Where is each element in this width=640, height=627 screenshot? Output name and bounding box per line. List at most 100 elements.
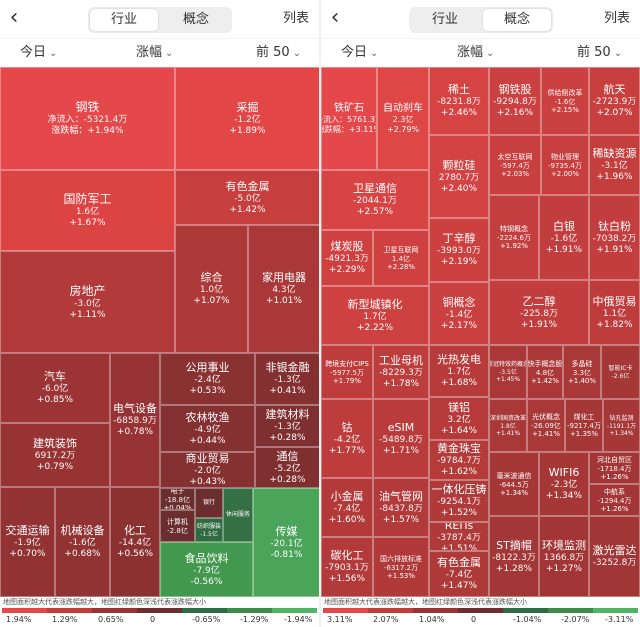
treemap-tile[interactable]: 光热发电 1.7亿 +1.68%: [429, 345, 489, 397]
treemap-tile[interactable]: 钻孔监测 -1191.1万 +1.34%: [603, 399, 640, 452]
top-n-dropdown[interactable]: 前 50 ⌄: [256, 43, 301, 63]
treemap-tile[interactable]: 工业母机 -8229.3万 +1.78%: [373, 345, 429, 399]
treemap-tile[interactable]: 一体化压铸 -9254.1万 +1.52%: [429, 480, 489, 522]
treemap-tile[interactable]: 综合 1.0亿 +1.07%: [175, 225, 248, 353]
treemap-tile[interactable]: 钢铁 净流入：-5321.4万 涨跌幅：+1.94%: [0, 67, 175, 170]
period-label: 今日: [341, 45, 368, 60]
treemap-tile[interactable]: 河北自贸区 -1718.4万 +1.26%: [589, 452, 640, 484]
treemap-tile[interactable]: 新型城镇化 1.7亿 +2.22%: [321, 286, 429, 345]
treemap-tile[interactable]: 智能IC卡 -2.6亿: [601, 345, 640, 399]
treemap-tile[interactable]: 丁辛醇 -3993.0万 +2.19%: [429, 218, 489, 282]
treemap-tile[interactable]: 黄金珠宝 -9784.7万 +1.62%: [429, 440, 489, 480]
tile-net-inflow: -4.9亿: [194, 424, 221, 435]
treemap-tile[interactable]: 传媒 -20.1亿 -0.81%: [253, 488, 319, 597]
treemap-tile[interactable]: WIFI6 -2.3亿 +1.34%: [539, 452, 589, 516]
tile-name: 银行: [202, 499, 215, 506]
treemap-tile[interactable]: 非银金融 -1.3亿 +0.41%: [255, 353, 319, 405]
legend-labels: 3.11% 2.07% 1.04% 0 -1.04% -2.07% -3.11%: [321, 614, 640, 626]
treemap-tile[interactable]: 环境监测 1366.8万 +1.27%: [539, 516, 589, 597]
chevron-left-icon[interactable]: ‹: [330, 5, 340, 30]
treemap-tile[interactable]: 碳化工 -7903.1万 +1.56%: [321, 537, 373, 597]
treemap-tile[interactable]: 乙二醇 -225.8万 +1.91%: [489, 280, 589, 345]
tab-industry[interactable]: 行业: [431, 12, 458, 27]
treemap-tile[interactable]: 房地产 -3.0亿 +1.11%: [0, 251, 175, 353]
treemap-tile[interactable]: 小金属 -7.4亿 +1.60%: [321, 478, 373, 537]
tab-concept[interactable]: 概念: [182, 12, 209, 27]
treemap-tile[interactable]: 交通运输 -1.9亿 +0.70%: [0, 487, 55, 597]
list-view-button[interactable]: 列表: [282, 11, 309, 26]
treemap-tile[interactable]: 快手概念股 4.8亿 +1.42%: [527, 345, 563, 399]
treemap-tile[interactable]: 物业管理 -9735.4万 +2.00%: [541, 135, 589, 195]
treemap-tile[interactable]: 食品饮料 -7.9亿 -0.56%: [160, 542, 253, 597]
treemap-tile[interactable]: 纺织服装 -1.5亿: [195, 518, 223, 542]
treemap-tile[interactable]: 中俄贸易 1.1亿 +1.82%: [589, 280, 640, 345]
list-view-button[interactable]: 列表: [603, 11, 630, 26]
treemap-tile[interactable]: 采掘 -1.2亿 +1.89%: [175, 67, 319, 170]
tile-net-inflow: -6858.9万: [113, 416, 157, 426]
treemap-tile[interactable]: 毫米波通信 -644.5万 +1.34%: [489, 452, 539, 516]
treemap-tile[interactable]: 建筑装饰 6917.2万 +0.79%: [0, 423, 110, 487]
tile-change-percent: +1.64%: [440, 425, 478, 436]
treemap-tile[interactable]: 煤炭股 -4921.3万 +2.29%: [321, 230, 373, 286]
top-n-dropdown[interactable]: 前 50 ⌄: [577, 43, 622, 63]
treemap-tile[interactable]: 商业贸易 -2.0亿 +0.43%: [160, 452, 255, 488]
tile-net-inflow: -3252.8万: [592, 558, 637, 568]
tile-change-percent: +1.52%: [440, 508, 478, 518]
chevron-left-icon[interactable]: ‹: [9, 5, 19, 30]
treemap-tile[interactable]: 中航系 -1294.4万 +1.26%: [589, 484, 640, 516]
treemap-tile[interactable]: 家用电器 4.3亿 +1.01%: [248, 225, 319, 353]
treemap-tile[interactable]: 休闲服务: [223, 488, 253, 542]
treemap-tile[interactable]: 颗粒硅 2780.7万 +2.40%: [429, 135, 489, 218]
treemap-tile[interactable]: 汽车 -6.0亿 +0.85%: [0, 353, 110, 423]
treemap-tile[interactable]: 有色金属 -5.0亿 +1.42%: [175, 170, 319, 225]
tab-industry[interactable]: 行业: [90, 9, 158, 31]
treemap-tile[interactable]: 太空互联网 -597.4万 +2.03%: [489, 135, 541, 195]
treemap-tile[interactable]: 通信 -5.2亿 +0.28%: [255, 447, 319, 488]
treemap-tile[interactable]: 油气管网 -8437.8万 +1.57%: [373, 478, 429, 537]
treemap-tile[interactable]: 镁铝 3.2亿 +1.64%: [429, 397, 489, 440]
treemap-tile[interactable]: 钢铁股 -9294.8万 +2.16%: [489, 67, 541, 135]
treemap-tile[interactable]: 供给侧改革 -1.6亿 +2.15%: [541, 67, 589, 135]
treemap-tile[interactable]: 卫星通信 -2044.1万 +2.57%: [321, 170, 429, 230]
treemap-tile[interactable]: 钛白粉 -7038.2万 +1.91%: [589, 195, 640, 280]
treemap-tile[interactable]: 稀土 -8231.8万 +2.46%: [429, 67, 489, 135]
treemap-tile[interactable]: 铁矿石净流入：5761.3万涨跌幅：+3.11%: [321, 67, 377, 170]
treemap-tile[interactable]: 国六排放标准 -6317.2万 +1.53%: [373, 537, 429, 597]
treemap-tile[interactable]: 白银 -1.6亿 +1.91%: [539, 195, 589, 280]
treemap-tile[interactable]: 深圳国资改革 1.8亿 +1.41%: [489, 399, 527, 452]
treemap-tile[interactable]: 公用事业 -2.4亿 +0.53%: [160, 353, 255, 405]
treemap-tile[interactable]: 铜概念 -1.4亿 +2.17%: [429, 282, 489, 345]
tile-net-inflow: -5977.5万: [329, 368, 365, 377]
treemap-tile[interactable]: 农林牧渔 -4.9亿 +0.44%: [160, 405, 255, 452]
treemap-tile[interactable]: 国防军工 1.6亿 +1.67%: [0, 170, 175, 251]
treemap-tile[interactable]: 卫星互联网 1.4亿 +2.28%: [373, 230, 429, 286]
treemap-tile[interactable]: 钴 -4.2亿 +1.77%: [321, 399, 373, 478]
treemap-tile[interactable]: 跨境支付CIPS -5977.5万 +1.79%: [321, 345, 373, 399]
treemap-tile[interactable]: 稀缺资源 -3.1亿 +1.96%: [589, 135, 640, 195]
treemap-tile[interactable]: REITs -3787.4万 +1.51%: [429, 522, 489, 551]
treemap-tile[interactable]: 电子 -18.8亿 +0.04%: [160, 488, 195, 510]
treemap-tile[interactable]: 计算机 -2.8亿: [160, 510, 195, 542]
treemap-tile[interactable]: eSIM -5489.8万 +1.71%: [373, 399, 429, 478]
period-dropdown[interactable]: 今日 ⌄: [341, 43, 378, 63]
treemap-tile[interactable]: 光伏概念 -26.09亿 +1.41%: [527, 399, 565, 452]
treemap-tile[interactable]: 激光雷达 -3252.8万: [589, 516, 640, 597]
treemap-tile[interactable]: 机械设备 -1.6亿 +0.68%: [55, 487, 110, 597]
treemap-tile[interactable]: ST摘帽 -8122.3万 +1.28%: [489, 516, 539, 597]
treemap-tile[interactable]: 特钢概念 -2224.6万 +1.92%: [489, 195, 539, 280]
period-dropdown[interactable]: 今日 ⌄: [20, 43, 57, 63]
tile-name: 传媒: [275, 524, 298, 538]
treemap-tile[interactable]: 多晶硅 3.3亿 +1.40%: [563, 345, 601, 399]
treemap-tile[interactable]: 自动刹车 2.3亿 +2.79%: [377, 67, 429, 170]
treemap-tile[interactable]: 航天 -2723.9万 +2.07%: [589, 67, 640, 135]
treemap-tile[interactable]: 煤化工 -9217.4万 +1.35%: [565, 399, 603, 452]
treemap-tile[interactable]: 新冠特效药概念 -3.5亿 +1.45%: [489, 345, 527, 399]
treemap-tile[interactable]: 化工 -14.4亿 +0.56%: [110, 487, 160, 597]
treemap-tile[interactable]: 建筑材料 -1.3亿 +0.28%: [255, 405, 319, 447]
metric-dropdown[interactable]: 涨幅 ⌄: [136, 43, 173, 63]
treemap-tile[interactable]: 有色金属 -7.4亿 +1.47%: [429, 551, 489, 597]
treemap-tile[interactable]: 银行: [195, 488, 223, 518]
treemap-tile[interactable]: 电气设备 -6858.9万 +0.78%: [110, 353, 160, 487]
tab-concept[interactable]: 概念: [483, 9, 551, 31]
metric-dropdown[interactable]: 涨幅 ⌄: [457, 43, 494, 63]
